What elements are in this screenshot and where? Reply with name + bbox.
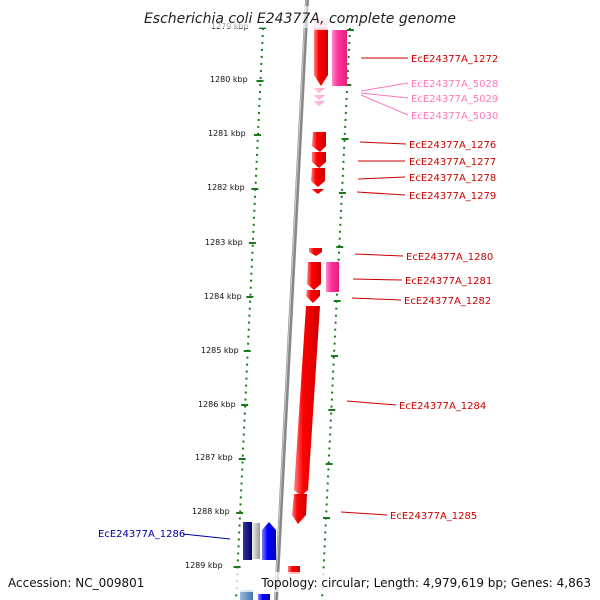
scale-label-1280: 1280 kbp [210,75,248,84]
tick-marks [233,27,354,568]
gene-feature-pink-2[interactable] [326,262,339,292]
scale-label-1282: 1282 kbp [207,183,245,192]
scale-labels: 1279 kbp 1280 kbp 1281 kbp 1282 kbp 1283… [185,22,249,570]
gene-feature-pink-1[interactable] [332,30,347,86]
topology-text: Topology: circular; Length: 4,979,619 bp… [260,576,591,590]
gene-arrow-1286[interactable] [262,522,276,560]
gene-arrow-1279[interactable] [311,189,324,194]
genome-backbone [274,0,309,600]
title-backdrop [140,6,460,28]
gene-label-1280[interactable]: EcE24377A_1280 [406,252,493,263]
gene-label-1278[interactable]: EcE24377A_1278 [409,173,496,184]
footer-backdrop [0,572,600,592]
gene-arrow-1278[interactable] [311,168,325,187]
gene-labels: EcE24377A_1272 EcE24377A_5028 EcE24377A_… [98,54,498,540]
gene-label-1272[interactable]: EcE24377A_1272 [411,54,498,65]
gene-label-1281[interactable]: EcE24377A_1281 [405,276,492,287]
gene-arrow-1277[interactable] [312,152,326,168]
gene-label-1276[interactable]: EcE24377A_1276 [409,140,496,151]
gene-arrow-1280[interactable] [309,248,322,256]
scale-label-1286: 1286 kbp [198,400,236,409]
gene-label-1285[interactable]: EcE24377A_1285 [390,511,477,522]
gene-feature-steel-bottom [240,590,253,600]
scale-label-1287: 1287 kbp [195,453,233,462]
gene-label-5028[interactable]: EcE24377A_5028 [411,79,498,90]
gene-arrow-1282[interactable] [306,290,320,303]
scale-label-1284: 1284 kbp [204,292,242,301]
gene-arrow-5029[interactable] [313,95,325,100]
gene-label-1286[interactable]: EcE24377A_1286 [98,529,185,540]
gene-label-1282[interactable]: EcE24377A_1282 [404,296,491,307]
gene-arrow-1276[interactable] [312,132,326,152]
map-title: Escherichia coli E24377A, complete genom… [144,11,456,27]
gene-feature-navy[interactable] [243,522,252,560]
gene-arrow-1285[interactable] [292,494,307,524]
gene-label-1279[interactable]: EcE24377A_1279 [409,191,496,202]
scale-label-1288: 1288 kbp [192,507,230,516]
gene-arrow-1281[interactable] [307,262,321,290]
track-line-right [321,27,351,600]
gene-arrow-1272[interactable] [314,30,328,86]
gene-label-1277[interactable]: EcE24377A_1277 [409,157,496,168]
gene-arrow-5028[interactable] [313,88,325,93]
genome-backbone-highlight [274,0,307,600]
scale-label-1289: 1289 kbp [185,561,223,570]
gene-arrow-1284[interactable] [294,306,320,496]
gene-feature-gray[interactable] [252,523,260,559]
gene-feature-blue-bottom [258,594,270,600]
gene-label-1284[interactable]: EcE24377A_1284 [399,401,486,412]
scale-label-1285: 1285 kbp [201,346,239,355]
accession-text: Accession: NC_009801 [8,576,144,590]
gene-arrow-5030[interactable] [313,101,325,106]
gene-features [240,18,347,600]
gene-label-5029[interactable]: EcE24377A_5029 [411,94,498,105]
gene-label-5030[interactable]: EcE24377A_5030 [411,111,498,122]
leader-lines [182,57,409,540]
scale-label-1283: 1283 kbp [205,238,243,247]
scale-label-1281: 1281 kbp [208,129,246,138]
track-line-left [235,27,264,600]
gene-feature-red-bottom [288,566,300,574]
